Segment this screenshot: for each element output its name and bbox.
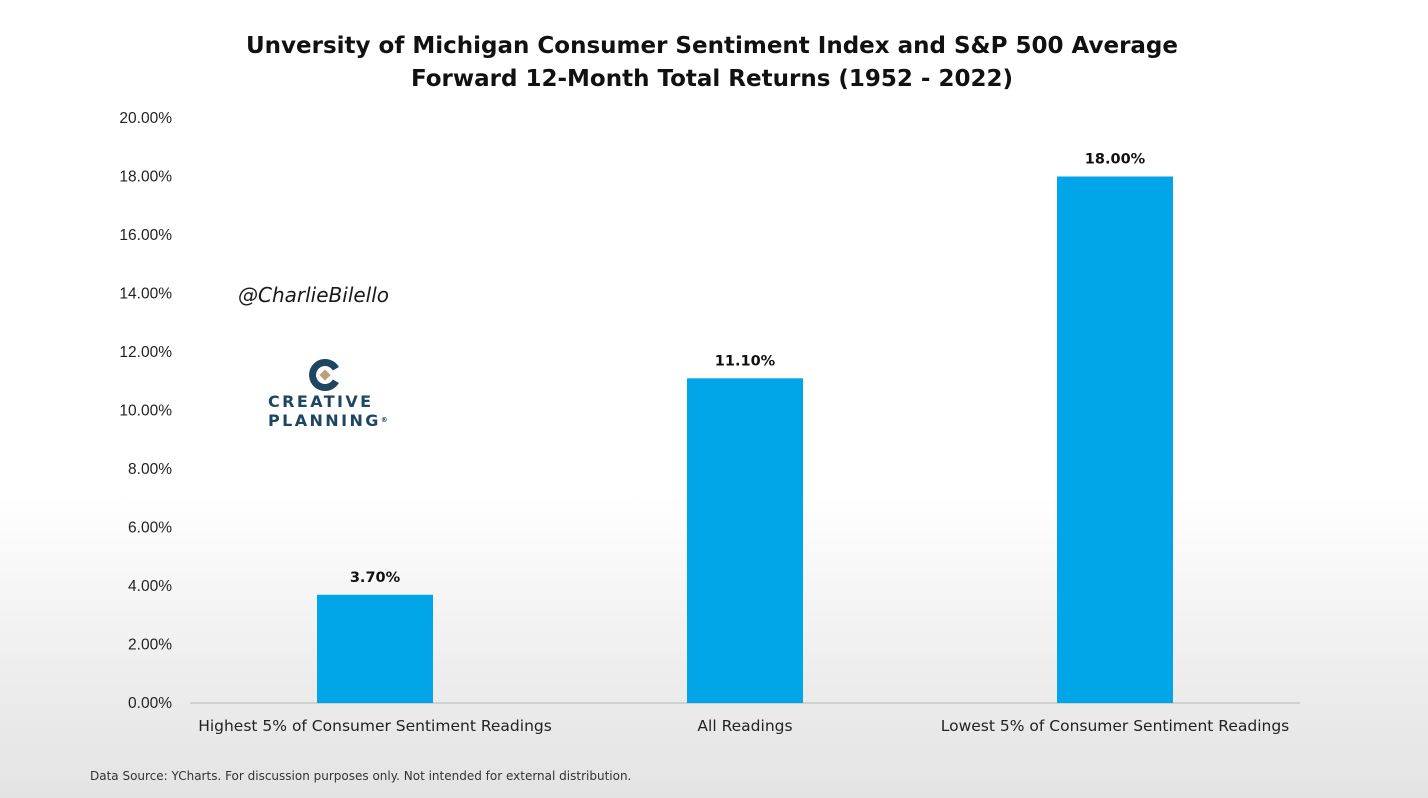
twitter-handle: @CharlieBilello bbox=[238, 283, 390, 307]
y-tick-label: 16.00% bbox=[119, 227, 172, 244]
y-tick-label: 6.00% bbox=[128, 520, 172, 537]
y-axis: 0.00% 2.00% 4.00% 6.00% 8.00% 10.00% 12.00% 14.… bbox=[119, 110, 172, 712]
y-tick-label: 0.00% bbox=[128, 695, 172, 712]
bar bbox=[317, 594, 433, 703]
x-axis: Highest 5% of Consumer Sentiment Reading… bbox=[198, 717, 1289, 735]
y-tick-label: 12.00% bbox=[119, 344, 172, 361]
y-tick-label: 2.00% bbox=[128, 637, 172, 654]
logo-text-creative: CREATIVE bbox=[268, 392, 374, 411]
creative-planning-logo: CREATIVE PLANNING® bbox=[268, 358, 388, 430]
chart-title: Unversity of Michigan Consumer Sentiment… bbox=[0, 30, 1424, 96]
x-tick-label: Lowest 5% of Consumer Sentiment Readings bbox=[941, 717, 1290, 735]
x-tick-label: Highest 5% of Consumer Sentiment Reading… bbox=[198, 717, 552, 735]
bar bbox=[1057, 176, 1173, 703]
chart-title-line-2: Forward 12-Month Total Returns (1952 - 2… bbox=[410, 66, 1014, 92]
data-label: 18.00% bbox=[1085, 152, 1146, 168]
y-tick-label: 8.00% bbox=[128, 461, 172, 478]
y-tick-label: 4.00% bbox=[128, 578, 172, 595]
bar bbox=[687, 378, 803, 703]
data-labels-group: 3.70% 11.10% 18.00% bbox=[350, 152, 1146, 586]
data-source-footnote: Data Source: YCharts. For discussion pur… bbox=[90, 769, 632, 783]
y-tick-label: 18.00% bbox=[119, 169, 172, 186]
x-tick-label: All Readings bbox=[697, 717, 792, 735]
data-label: 11.10% bbox=[715, 353, 776, 369]
chart-title-line-1: Unversity of Michigan Consumer Sentiment… bbox=[246, 33, 1178, 59]
bars-group bbox=[317, 176, 1173, 703]
logo-text-planning-word: PLANNING bbox=[268, 411, 381, 430]
y-tick-label: 14.00% bbox=[119, 286, 172, 303]
creative-planning-logo-icon bbox=[309, 358, 339, 391]
logo-text-planning: PLANNING® bbox=[268, 411, 388, 430]
y-tick-label: 10.00% bbox=[119, 403, 172, 420]
y-tick-label: 20.00% bbox=[119, 110, 172, 127]
data-label: 3.70% bbox=[350, 570, 401, 586]
